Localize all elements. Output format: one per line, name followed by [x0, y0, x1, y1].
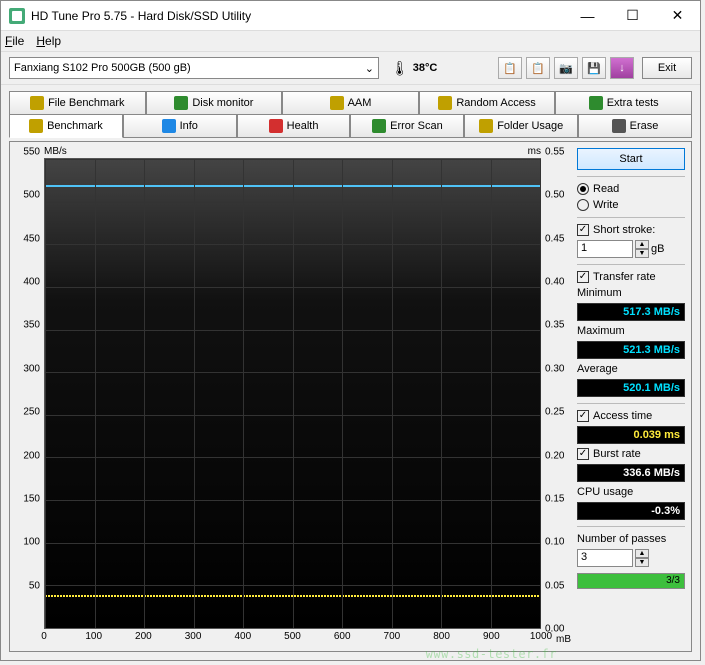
checkbox-on-icon: ✓	[577, 448, 589, 460]
avg-value: 520.1 MB/s	[577, 379, 685, 397]
sidebar-controls: Start Read Write ✓Short stroke: 1 ▲▼ gB …	[577, 148, 685, 645]
tab-folder-usage[interactable]: Folder Usage	[464, 114, 578, 138]
drive-select-value: Fanxiang S102 Pro 500GB (500 gB)	[14, 62, 191, 74]
tab-random-access[interactable]: Random Access	[419, 91, 556, 115]
avg-label: Average	[577, 363, 685, 375]
x-axis-ticks: 01002003004005006007008009001000	[44, 631, 541, 645]
passes-label: Number of passes	[577, 533, 685, 545]
drive-select[interactable]: Fanxiang S102 Pro 500GB (500 gB) ⌄	[9, 57, 379, 79]
short-stroke-input[interactable]: 1	[577, 240, 633, 258]
y-right-ticks: 0.000.050.100.150.200.250.300.350.400.45…	[543, 152, 571, 629]
aam-icon	[330, 96, 344, 110]
short-stroke-check[interactable]: ✓Short stroke:	[577, 224, 685, 236]
toolbar-save-button[interactable]: 💾	[582, 57, 606, 79]
access-time-check[interactable]: ✓Access time	[577, 410, 685, 422]
max-label: Maximum	[577, 325, 685, 337]
read-radio[interactable]: Read	[577, 183, 685, 195]
radio-off-icon	[577, 199, 589, 211]
tab-label: Info	[180, 120, 198, 132]
menubar: File Help	[1, 31, 700, 51]
toolbar: Fanxiang S102 Pro 500GB (500 gB) ⌄ 🌡 38°…	[1, 51, 700, 85]
temperature-value: 38°C	[413, 62, 438, 74]
tab-benchmark[interactable]: Benchmark	[9, 114, 123, 138]
max-value: 521.3 MB/s	[577, 341, 685, 359]
burst-value: 336.6 MB/s	[577, 464, 685, 482]
random-icon	[438, 96, 452, 110]
passes-input[interactable]: 3	[577, 549, 633, 567]
watermark: www.ssd-tester.fr	[426, 647, 557, 661]
temperature-display: 🌡 38°C	[391, 60, 437, 77]
checkbox-on-icon: ✓	[577, 410, 589, 422]
tabs-upper: File Benchmark Disk monitor AAM Random Acce…	[9, 91, 692, 115]
cpu-value: -0.3%	[577, 502, 685, 520]
chart-area: MB/s ms 50100150200250300350400450500550…	[16, 148, 571, 645]
tab-label: File Benchmark	[48, 97, 124, 109]
chart-canvas	[44, 158, 541, 629]
tab-label: Erase	[630, 120, 659, 132]
menu-file[interactable]: File	[5, 34, 24, 48]
tab-aam[interactable]: AAM	[282, 91, 419, 115]
bench-icon	[29, 119, 43, 133]
short-stroke-spinner[interactable]: ▲▼	[635, 240, 649, 258]
tabs-lower: Benchmark Info Health Error Scan Folder Usag…	[9, 114, 692, 138]
scan-icon	[372, 119, 386, 133]
menu-help[interactable]: Help	[36, 34, 61, 48]
toolbar-copyall-button[interactable]: 📋	[526, 57, 550, 79]
tab-file-benchmark[interactable]: File Benchmark	[9, 91, 146, 115]
checkbox-on-icon: ✓	[577, 271, 589, 283]
close-button[interactable]: ✕	[655, 1, 700, 30]
info-icon	[162, 119, 176, 133]
window-title: HD Tune Pro 5.75 - Hard Disk/SSD Utility	[31, 9, 565, 23]
tab-disk-monitor[interactable]: Disk monitor	[146, 91, 283, 115]
y-left-axis-label: MB/s	[44, 146, 67, 157]
start-button[interactable]: Start	[577, 148, 685, 170]
y-right-axis-label: ms	[528, 146, 541, 157]
erase-icon	[612, 119, 626, 133]
write-radio[interactable]: Write	[577, 199, 685, 211]
short-stroke-unit: gB	[651, 243, 664, 255]
chevron-down-icon: ⌄	[365, 62, 374, 75]
tab-health[interactable]: Health	[237, 114, 351, 138]
toolbar-copy-button[interactable]: 📋	[498, 57, 522, 79]
tab-label: Random Access	[456, 97, 535, 109]
burst-rate-check[interactable]: ✓Burst rate	[577, 448, 685, 460]
checkbox-on-icon: ✓	[577, 224, 589, 236]
benchmark-panel: MB/s ms 50100150200250300350400450500550…	[9, 141, 692, 652]
cpu-label: CPU usage	[577, 486, 685, 498]
access-value: 0.039 ms	[577, 426, 685, 444]
thermometer-icon: 🌡	[391, 60, 409, 77]
transfer-rate-check[interactable]: ✓Transfer rate	[577, 271, 685, 283]
tab-label: Health	[287, 120, 319, 132]
passes-progress-text: 3/3	[666, 575, 680, 586]
folder-icon	[479, 119, 493, 133]
min-value: 517.3 MB/s	[577, 303, 685, 321]
min-label: Minimum	[577, 287, 685, 299]
minimize-button[interactable]: —	[565, 1, 610, 30]
passes-spinner[interactable]: ▲▼	[635, 549, 649, 567]
monitor-icon	[174, 96, 188, 110]
titlebar: HD Tune Pro 5.75 - Hard Disk/SSD Utility…	[1, 1, 700, 31]
app-icon	[9, 8, 25, 24]
toolbar-options-button[interactable]: ↓	[610, 57, 634, 79]
tab-label: AAM	[348, 97, 372, 109]
tab-erase[interactable]: Erase	[578, 114, 692, 138]
tab-label: Disk monitor	[192, 97, 253, 109]
health-icon	[269, 119, 283, 133]
x-axis-label: mB	[556, 634, 571, 645]
tab-extra-tests[interactable]: Extra tests	[555, 91, 692, 115]
exit-button[interactable]: Exit	[642, 57, 692, 79]
maximize-button[interactable]: ☐	[610, 1, 655, 30]
tab-info[interactable]: Info	[123, 114, 237, 138]
y-left-ticks: 50100150200250300350400450500550	[16, 152, 42, 629]
extra-icon	[589, 96, 603, 110]
toolbar-screenshot-button[interactable]: 📷	[554, 57, 578, 79]
radio-on-icon	[577, 183, 589, 195]
tab-label: Benchmark	[47, 120, 103, 132]
passes-progress: 3/3	[577, 573, 685, 589]
tab-error-scan[interactable]: Error Scan	[350, 114, 464, 138]
tab-label: Extra tests	[607, 97, 659, 109]
tab-label: Folder Usage	[497, 120, 563, 132]
file-bench-icon	[30, 96, 44, 110]
tab-label: Error Scan	[390, 120, 443, 132]
